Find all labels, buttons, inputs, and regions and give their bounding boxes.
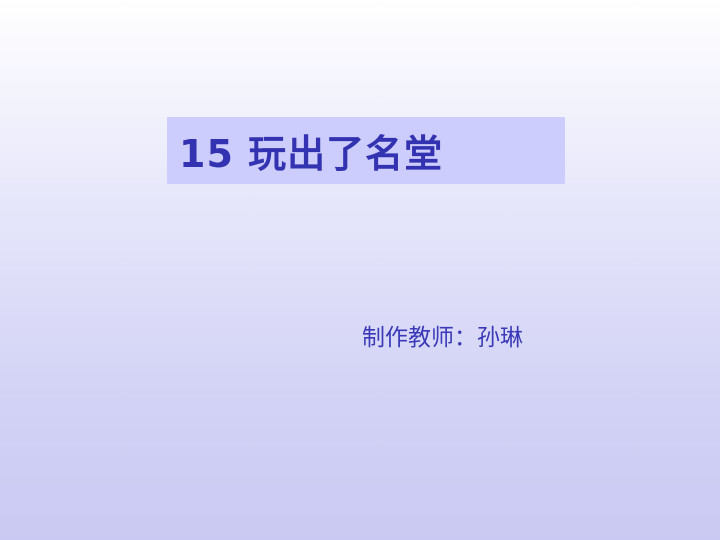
author-line: 制作教师：孙琳 bbox=[362, 325, 523, 351]
title-box: 15 玩出了名堂 bbox=[167, 117, 565, 184]
slide-title: 15 玩出了名堂 bbox=[179, 132, 444, 176]
